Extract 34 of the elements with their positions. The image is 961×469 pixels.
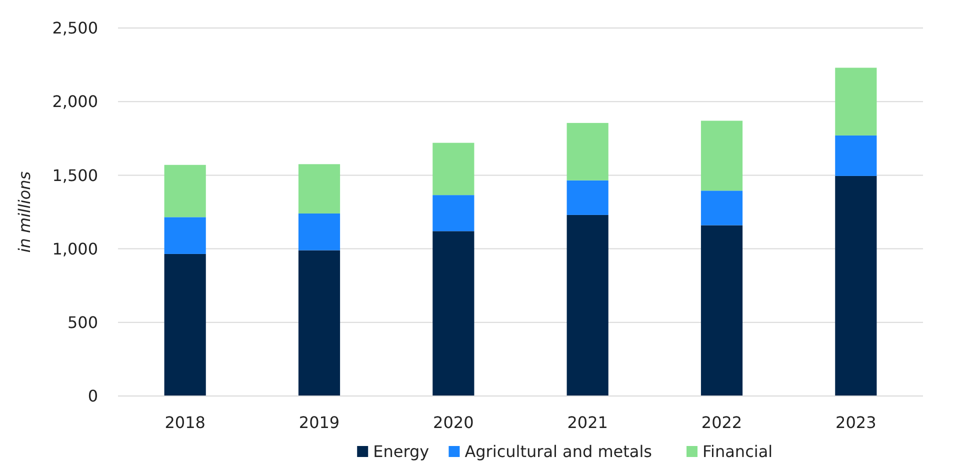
y-tick-label: 2,500	[52, 18, 98, 38]
x-tick-label: 2021	[567, 413, 608, 432]
bar	[432, 231, 474, 396]
bar	[835, 176, 877, 396]
x-tick-label: 2023	[836, 413, 876, 432]
bar	[835, 135, 877, 176]
bar	[700, 190, 743, 226]
y-tick-label: 1,500	[52, 166, 98, 185]
bar	[164, 254, 206, 396]
bar	[566, 214, 608, 396]
bar	[164, 164, 206, 218]
legend-label: Energy	[373, 442, 430, 461]
y-tick-label: 2,000	[52, 92, 98, 112]
x-tick-label: 2020	[433, 413, 474, 432]
x-tick-label: 2019	[298, 413, 340, 432]
bar	[835, 68, 877, 136]
bar	[298, 213, 340, 250]
y-tick-label: 1,000	[52, 239, 98, 258]
bar	[432, 142, 474, 196]
bar	[298, 250, 340, 396]
y-axis-title: in millions	[15, 171, 34, 253]
bar	[432, 195, 474, 232]
y-tick-label: 500	[67, 313, 98, 332]
y-tick-label: 0	[88, 386, 98, 406]
legend-label: Agricultural and metals	[464, 442, 652, 461]
bar	[700, 225, 743, 396]
x-tick-label: 2018	[164, 413, 206, 432]
legend-label: Financial	[702, 442, 773, 461]
bar	[700, 120, 743, 191]
bar	[566, 180, 608, 215]
bar	[164, 217, 206, 254]
bar	[566, 122, 608, 180]
bar	[298, 164, 340, 214]
x-tick-label: 2022	[701, 413, 742, 432]
